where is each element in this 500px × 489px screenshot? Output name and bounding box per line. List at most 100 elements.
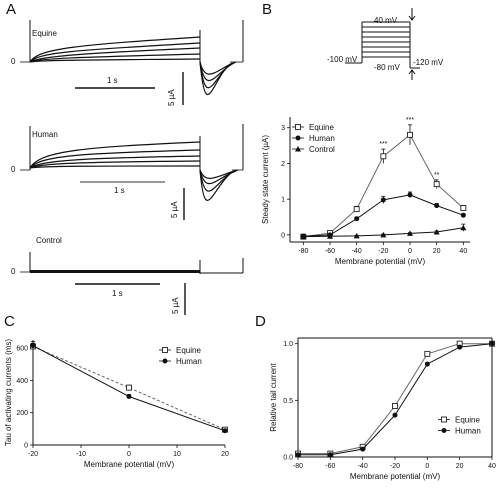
voltage-protocol: 40 mV -100 mV -80 mV -120 mV xyxy=(327,8,444,80)
series-line-d-human xyxy=(298,343,493,456)
tail-human-1 xyxy=(199,169,233,201)
tail-equine-3 xyxy=(199,61,235,82)
x-tick-label-d-2: -40 xyxy=(358,463,368,470)
data-point-d-human-2 xyxy=(360,446,366,452)
legend-label-d-equine: Equine xyxy=(455,416,480,425)
data-point-b-equine-6 xyxy=(460,205,467,212)
x-axis-title-c: Membrane potential (mV) xyxy=(84,460,175,469)
y-tick-label-c-3: 600 xyxy=(16,346,28,353)
y-tick-label-b-3: 3 xyxy=(281,125,285,132)
panel-letter-b: B xyxy=(262,1,272,18)
data-point-d-human-1 xyxy=(327,452,333,458)
trace-equine-3 xyxy=(29,47,201,63)
y-tick-label-b-0: 0 xyxy=(281,232,285,239)
data-point-b-equine-5 xyxy=(433,181,440,188)
y-tick-label-d-0: 0.0 xyxy=(283,455,293,462)
x-tick-label-d-1: -60 xyxy=(325,463,335,470)
trace-equine-2 xyxy=(29,42,201,63)
protocol-tail-voltage: -120 mV xyxy=(413,58,444,67)
x-tick-label-b-0: -80 xyxy=(298,248,308,255)
y-axis-title-d: Relative tail current xyxy=(269,362,278,431)
y-tick-label-b-2: 2 xyxy=(281,161,285,168)
trace-group-control: Control 0 1 s 5 µA xyxy=(11,236,244,315)
trace-human-5 xyxy=(29,165,201,169)
significance-label-b-2: ** xyxy=(434,172,440,179)
x-tick-label-b-1: -60 xyxy=(325,248,335,255)
time-scale-label-equine: 1 s xyxy=(107,76,118,85)
data-point-b-equine-4 xyxy=(407,131,413,138)
x-tick-label-c-0: -20 xyxy=(28,451,38,458)
x-tick-label-b-4: 0 xyxy=(408,248,412,255)
x-tick-label-d-4: 0 xyxy=(425,463,429,470)
significance-label-b-1: *** xyxy=(406,117,414,124)
panel-letter-c: C xyxy=(4,313,15,330)
trace-group-human: Human 0 1 s 5 µA xyxy=(11,124,244,220)
data-point-b-equine-3 xyxy=(380,153,387,160)
data-point-d-equine-4 xyxy=(424,350,431,357)
panel-b-steady-state-plot: -80 -60 -40 -20 0 20 40 0 1 2 3 Membrane potential … xyxy=(261,117,470,266)
data-point-b-control-6 xyxy=(460,224,467,231)
data-point-c-human-2 xyxy=(222,428,228,434)
panel-letter-a: A xyxy=(6,1,16,18)
trace-human-1 xyxy=(29,141,201,169)
tail-equine-4 xyxy=(199,61,237,75)
legend-label-b-equine: Equine xyxy=(309,123,334,132)
y-tick-label-b-1: 1 xyxy=(281,197,285,204)
trace-human-4 xyxy=(29,160,201,169)
legend-marker-c-equine xyxy=(162,347,168,353)
trace-control-bundle xyxy=(30,270,200,273)
y-tick-label-d-1: 0.5 xyxy=(283,398,293,405)
data-point-d-human-6 xyxy=(489,341,495,347)
x-tick-label-c-2: 0 xyxy=(127,451,131,458)
data-point-d-human-0 xyxy=(295,452,301,458)
data-point-b-human-4 xyxy=(407,192,413,198)
trace-equine-5 xyxy=(29,58,201,63)
panel-d-tail-current-plot: -80 -60 -40 -20 0 20 40 0.0 0.5 1.0 Membrane poten… xyxy=(269,337,496,481)
x-tick-label-c-4: 20 xyxy=(221,451,229,458)
data-point-b-control-1 xyxy=(327,233,333,239)
x-tick-label-b-3: -20 xyxy=(378,248,388,255)
x-tick-label-d-0: -80 xyxy=(293,463,303,470)
trace-equine-4 xyxy=(29,53,201,63)
trace-human-2 xyxy=(29,149,201,169)
current-scale-label-control: 5 µA xyxy=(171,297,180,314)
x-axis-title-b: Membrane potential (mV) xyxy=(335,257,426,266)
data-point-d-equine-3 xyxy=(392,403,398,409)
data-point-d-human-4 xyxy=(424,361,430,367)
y-axis-title-b: Steady state current (µA) xyxy=(261,135,270,224)
data-point-c-equine-1 xyxy=(126,384,132,391)
zero-label-human: 0 xyxy=(11,165,16,174)
tail-human-3 xyxy=(199,169,237,185)
data-point-b-human-6 xyxy=(460,212,466,218)
legend-label-d-human: Human xyxy=(455,427,481,436)
legend-label-c-equine: Equine xyxy=(176,346,201,355)
trace-human-3 xyxy=(29,155,201,169)
legend-label-c-human: Human xyxy=(176,357,202,366)
data-point-b-control-2 xyxy=(353,232,360,239)
x-tick-label-b-2: -40 xyxy=(352,248,362,255)
x-tick-label-b-6: 40 xyxy=(459,248,467,255)
current-scale-label-equine: 5 µA xyxy=(167,89,176,106)
y-axis-title-c: Tau of activating currents (ms) xyxy=(4,339,13,446)
legend-marker-b-control xyxy=(295,146,301,152)
trace-label-human: Human xyxy=(32,130,58,139)
series-line-d-equine xyxy=(298,343,492,455)
legend-marker-b-human xyxy=(295,135,301,141)
data-point-d-human-3 xyxy=(392,412,398,418)
x-tick-label-d-3: -20 xyxy=(390,463,400,470)
data-point-b-control-0 xyxy=(300,233,307,240)
time-scale-label-control: 1 s xyxy=(112,289,123,298)
data-point-b-control-3 xyxy=(380,231,387,238)
protocol-bottom-step: -80 mV xyxy=(374,63,400,72)
x-tick-label-c-1: -10 xyxy=(76,451,86,458)
trace-label-equine: Equine xyxy=(32,29,57,38)
protocol-top-voltage: 40 mV xyxy=(374,16,398,25)
legend-marker-d-human xyxy=(441,428,447,433)
data-point-b-equine-2 xyxy=(353,206,360,213)
legend-marker-d-equine xyxy=(441,416,447,423)
data-point-b-control-5 xyxy=(433,229,440,235)
y-tick-label-d-2: 1.0 xyxy=(283,341,293,348)
x-tick-label-d-5: 20 xyxy=(456,463,464,470)
